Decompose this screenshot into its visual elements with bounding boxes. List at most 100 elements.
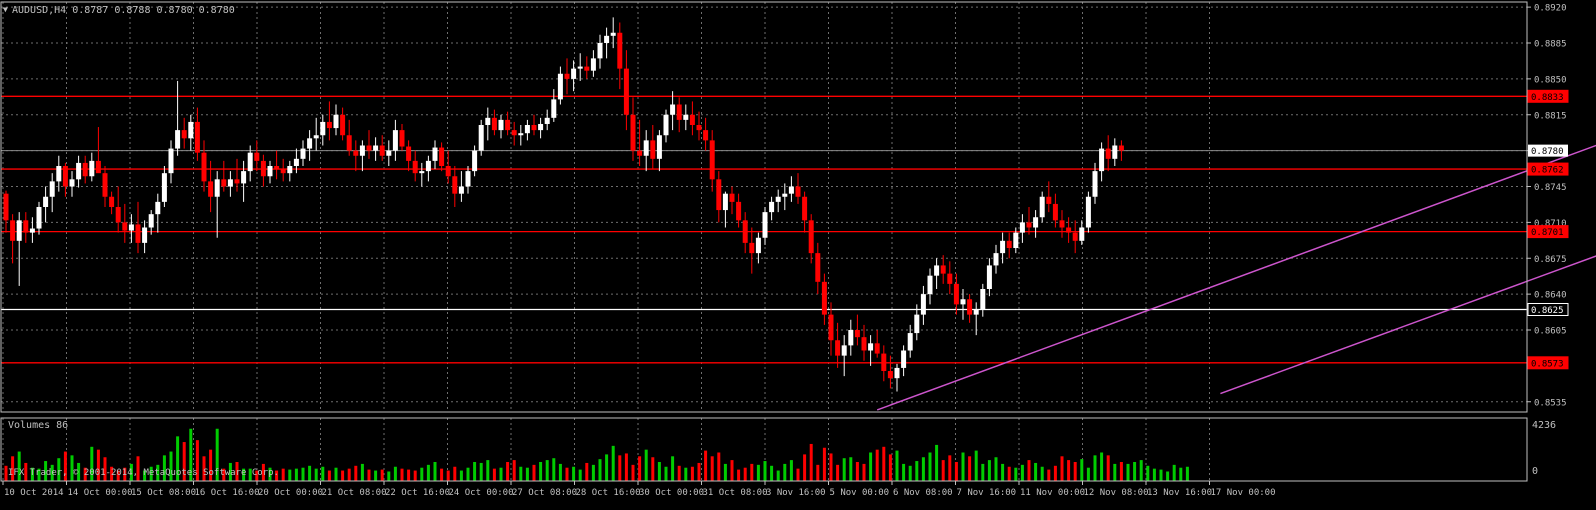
candle-bull: [168, 148, 174, 174]
candle-bear: [452, 176, 458, 194]
candle-bull: [128, 224, 134, 231]
symbol-dropdown-icon[interactable]: ▼: [3, 5, 8, 14]
level-label-box: [1527, 89, 1569, 103]
candle-bull: [161, 173, 167, 202]
candle-bull: [498, 119, 504, 131]
candle-bear: [491, 117, 497, 131]
candle-bull: [56, 166, 62, 182]
candle-bull: [868, 343, 874, 351]
volume-panel-label: Volumes 86: [8, 420, 68, 431]
main-panel-frame: [0, 1, 1528, 413]
candle-bear: [531, 125, 537, 131]
time-tick-label: 27 Oct 08:00: [512, 488, 577, 498]
candle-bear: [280, 169, 286, 174]
candle-bear: [1006, 240, 1012, 248]
candle-bull: [973, 309, 979, 315]
candle-bull: [590, 58, 596, 71]
time-tick-label: 10 Oct 2014: [4, 488, 64, 498]
candle-bear: [676, 104, 682, 120]
candle-bull: [577, 66, 583, 69]
candle-bear: [828, 314, 834, 341]
channel-line: [876, 144, 1596, 411]
candle-bull: [313, 135, 319, 139]
panel-frames: [0, 1, 1528, 482]
price-levels: [1, 95, 1527, 364]
candle-bull: [43, 196, 49, 207]
level-label-box: [1527, 356, 1569, 370]
candle-bull: [267, 166, 273, 177]
candle-bull: [76, 162, 82, 180]
candle-bull: [775, 196, 781, 202]
time-tick-label: 24 Oct 00:00: [449, 488, 514, 498]
candle-bull: [571, 68, 577, 79]
candle-bull: [1019, 222, 1025, 233]
candle-bull: [320, 121, 326, 136]
candle-bull: [89, 160, 95, 177]
candle-bear: [1059, 220, 1065, 228]
candle-bull: [518, 133, 524, 136]
candle-bear: [379, 145, 385, 156]
candle-bear: [696, 125, 702, 131]
candle-bear: [221, 179, 227, 187]
candle-bull: [227, 179, 233, 187]
candle-bear: [689, 114, 695, 125]
price-tick-label: 0.8850: [1534, 75, 1567, 85]
candle-bear: [564, 73, 570, 79]
candle-bear: [617, 32, 623, 69]
candle-bear: [584, 66, 590, 71]
candle-bear: [115, 207, 121, 223]
candle-bear: [254, 152, 260, 161]
current-price-label-box: [1528, 144, 1568, 157]
candle-bull: [214, 179, 220, 197]
candle-bull: [69, 179, 75, 187]
candle-bull: [960, 299, 966, 305]
candle-bull: [1085, 196, 1091, 228]
candle-bull: [848, 330, 854, 346]
volume-scale-zero: 0: [1532, 466, 1538, 477]
candle-bull: [1000, 240, 1006, 254]
candle-bull: [333, 114, 339, 129]
candle-bull: [307, 138, 313, 149]
candle-bull: [914, 314, 920, 334]
candle-bear: [874, 343, 880, 354]
price-tick-label: 0.8815: [1534, 111, 1567, 121]
candle-bear: [742, 220, 748, 243]
candle-bear: [181, 130, 187, 139]
time-tick-label: 22 Oct 16:00: [385, 488, 450, 498]
candle-bull: [36, 207, 42, 229]
candle-bull: [538, 123, 544, 131]
candle-bull: [1013, 232, 1019, 248]
candle-bull: [485, 117, 491, 125]
candle-bear: [274, 166, 280, 170]
candle-bear: [366, 145, 372, 151]
price-tick-label: 0.8885: [1534, 40, 1567, 50]
candle-bull: [29, 228, 35, 233]
candle-bear: [340, 114, 346, 136]
time-tick-label: 12 Nov 08:00: [1084, 488, 1149, 498]
candle-bull: [544, 117, 550, 124]
level-label: 0.8573: [1531, 359, 1564, 369]
candle-bear: [399, 130, 405, 147]
candle-bear: [835, 340, 841, 356]
candle-bull: [551, 99, 557, 118]
candle-bear: [703, 130, 709, 141]
price-tick-label: 0.8920: [1534, 4, 1567, 14]
candle-bull: [478, 125, 484, 151]
copyright-watermark: IFX Trader, © 2001-2014, MetaQuotes Soft…: [8, 468, 279, 478]
candle-bear: [861, 337, 867, 351]
candle-bear: [1052, 203, 1058, 221]
channel-line: [1220, 255, 1596, 395]
candle-bear: [637, 150, 643, 156]
candle-bear: [194, 121, 200, 153]
candle-bull: [610, 32, 616, 36]
candle-bear: [716, 179, 722, 211]
candle-bull: [1092, 171, 1098, 197]
candle-bull: [524, 125, 530, 134]
grid: [1, 2, 1527, 481]
level-label-box: [1527, 225, 1569, 239]
candle-bull: [643, 140, 649, 156]
candle-bull: [755, 237, 761, 254]
candle-bear: [135, 224, 141, 243]
